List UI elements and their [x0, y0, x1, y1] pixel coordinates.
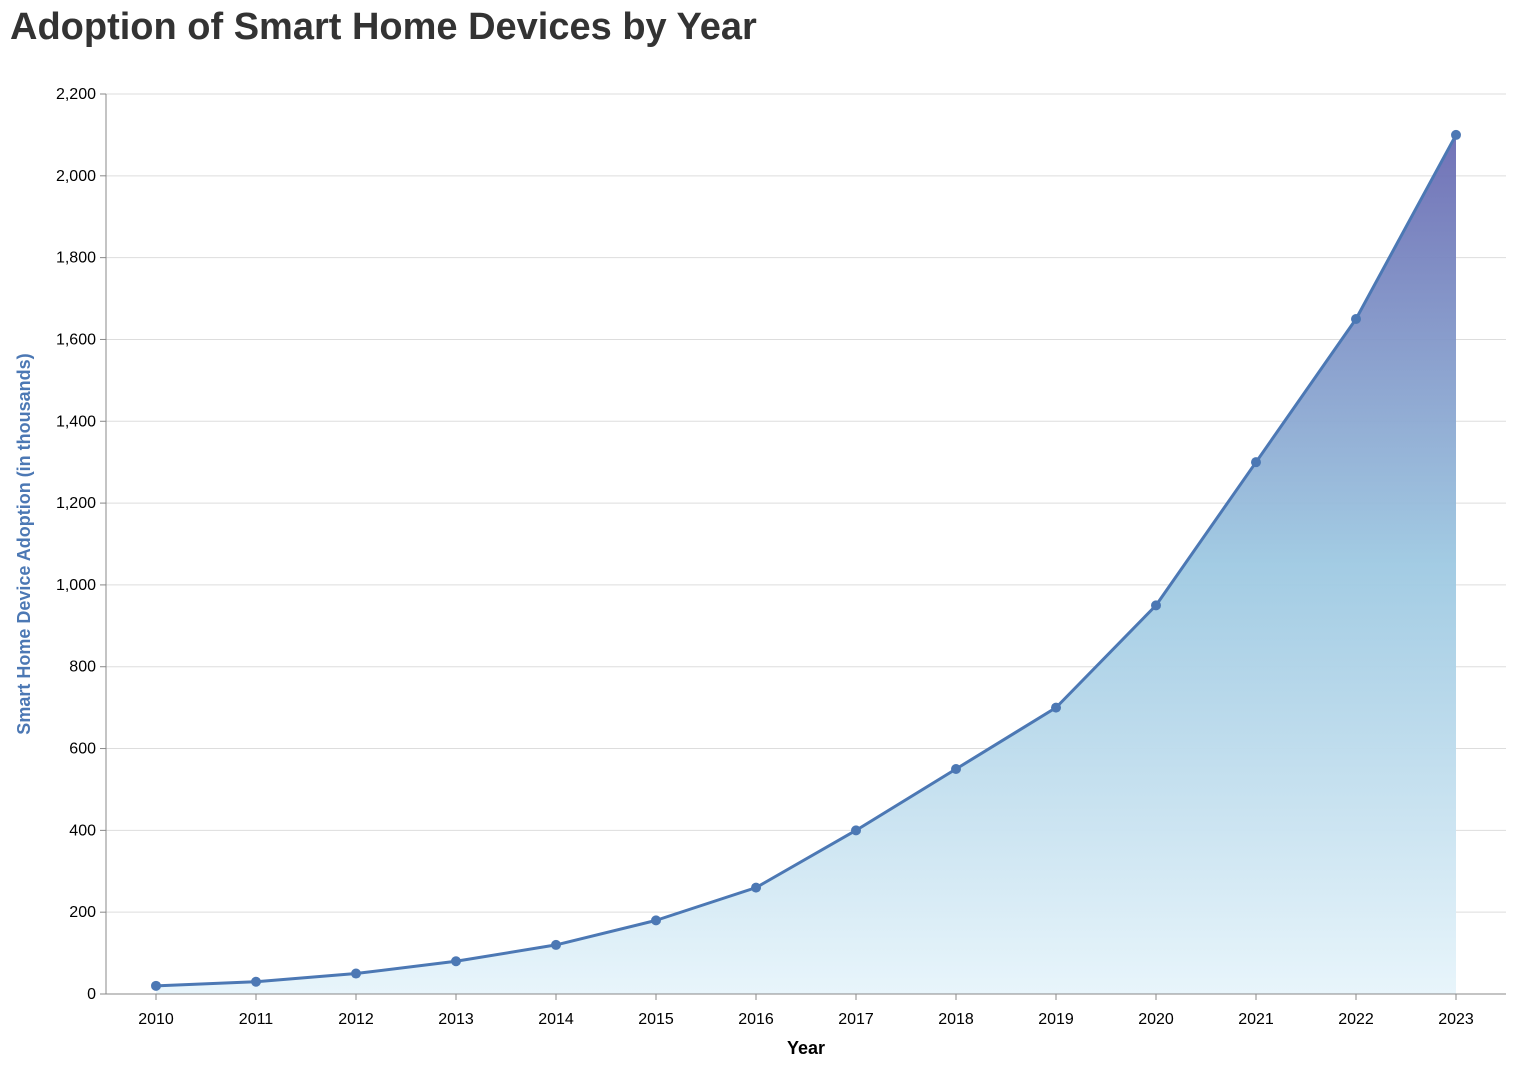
- data-point: [851, 825, 861, 836]
- x-tick-label: 2023: [1438, 1011, 1474, 1028]
- data-point: [151, 980, 161, 991]
- area-layer: [156, 134, 1456, 995]
- x-tick-label: 2016: [738, 1011, 774, 1028]
- chart-title: Adoption of Smart Home Devices by Year: [10, 6, 757, 48]
- series-line: [155, 134, 1458, 988]
- data-point: [951, 764, 961, 774]
- x-tick-label: 2011: [239, 1011, 274, 1028]
- x-tick-label: 2014: [538, 1011, 574, 1028]
- data-point: [1051, 702, 1061, 713]
- data-point: [351, 968, 361, 979]
- data-point: [1251, 457, 1261, 468]
- y-axis-title: Smart Home Device Adoption (in thousands…: [14, 353, 34, 734]
- axis-layer: 0 200 400 600 800 1,000 1,200 1,400 1,600 1,800 2,…: [56, 86, 1506, 1028]
- y-tick-label: 1,200: [56, 495, 96, 512]
- data-point: [251, 976, 261, 987]
- x-tick-label: 2020: [1138, 1011, 1174, 1028]
- y-tick-label: 200: [69, 904, 96, 921]
- x-tick-label: 2015: [638, 1011, 674, 1028]
- x-tick-label: 2012: [338, 1011, 374, 1028]
- line-layer: [155, 134, 1458, 988]
- x-tick-label: 2010: [138, 1011, 174, 1028]
- y-tick-label: 1,400: [56, 413, 96, 430]
- y-tick-label: 600: [69, 741, 96, 758]
- data-point: [451, 956, 461, 967]
- x-tick-label: 2017: [838, 1011, 874, 1028]
- x-tick-label: 2021: [1238, 1011, 1274, 1028]
- point-layer: [151, 129, 1461, 991]
- x-tick-label: 2018: [938, 1011, 974, 1028]
- x-tick-label: 2022: [1338, 1011, 1374, 1028]
- data-point: [551, 939, 561, 950]
- data-point: [1351, 314, 1361, 324]
- data-point: [651, 915, 661, 926]
- y-tick-label: 400: [69, 822, 96, 839]
- data-point: [1151, 600, 1161, 611]
- y-tick-label: 2,200: [56, 86, 96, 103]
- x-tick-label: 2013: [438, 1011, 474, 1028]
- x-axis-title: Year: [787, 1038, 825, 1058]
- y-tick-label: 2,000: [56, 168, 96, 185]
- y-tick-label: 1,800: [56, 250, 96, 267]
- data-point: [751, 882, 761, 893]
- x-tick-label: 2019: [1038, 1011, 1074, 1028]
- y-tick-label: 1,600: [56, 331, 96, 348]
- y-tick-label: 800: [69, 659, 96, 676]
- y-tick-label: 0: [87, 986, 96, 1003]
- y-tick-label: 1,000: [56, 577, 96, 594]
- data-point: [1451, 129, 1461, 140]
- area-fill: [156, 134, 1456, 995]
